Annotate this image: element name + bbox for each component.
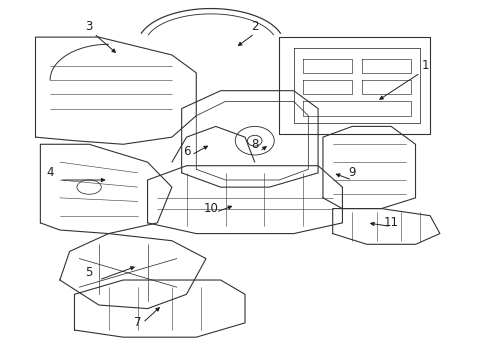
- Text: 10: 10: [203, 202, 219, 215]
- Text: 2: 2: [251, 20, 259, 33]
- Text: 7: 7: [134, 316, 142, 329]
- Text: 6: 6: [183, 145, 190, 158]
- Text: 5: 5: [85, 266, 93, 279]
- Text: 11: 11: [384, 216, 399, 229]
- Text: 4: 4: [47, 166, 54, 179]
- Text: 1: 1: [421, 59, 429, 72]
- Text: 3: 3: [85, 20, 93, 33]
- Text: 9: 9: [348, 166, 356, 179]
- Text: 8: 8: [251, 138, 258, 151]
